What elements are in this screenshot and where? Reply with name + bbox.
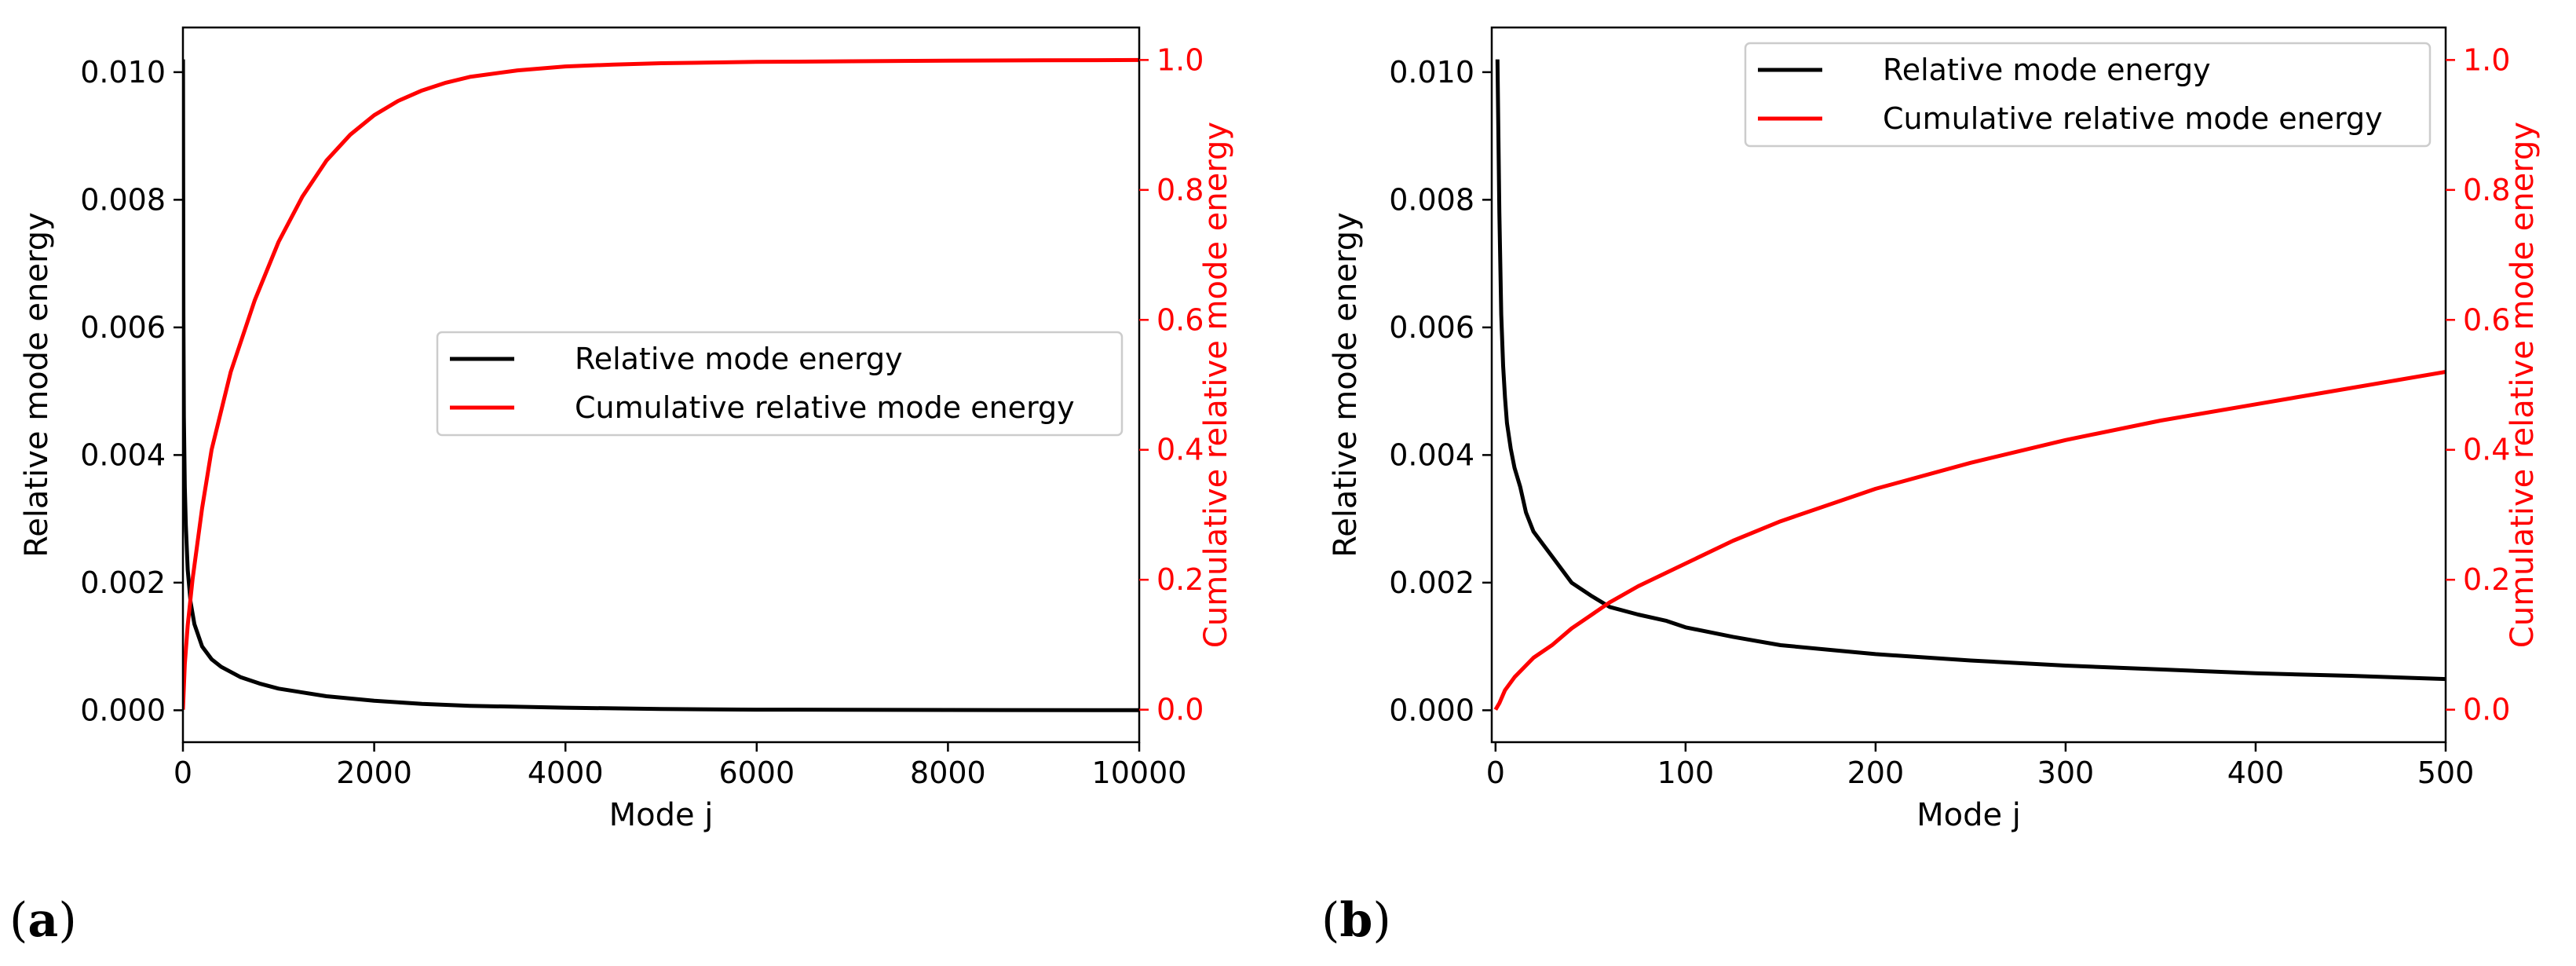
y-right-tick-label: 0.6	[2463, 302, 2510, 337]
x-axis-label: Mode j	[609, 797, 714, 833]
x-tick-label: 400	[2227, 756, 2285, 790]
y-right-tick-label: 0.0	[1156, 693, 1204, 727]
legend-label: Cumulative relative mode energy	[575, 390, 1075, 425]
y-right-tick-label: 0.8	[1156, 173, 1204, 207]
y-left-axis-label: Relative mode energy	[1328, 212, 1364, 558]
x-axis-label: Mode j	[1916, 797, 2021, 833]
panel-label-paren-open: (	[9, 893, 27, 948]
legend-box	[436, 331, 1124, 437]
x-tick-label: 8000	[910, 756, 986, 790]
x-tick-label: 4000	[528, 756, 604, 790]
legend: Relative mode energy Cumulative relative …	[436, 331, 1124, 437]
x-tick-label: 2000	[336, 756, 412, 790]
x-tick-label: 100	[1657, 756, 1715, 790]
y-left-tick-label: 0.004	[80, 437, 166, 472]
y-left-tick-label: 0.002	[1389, 565, 1474, 600]
y-right-tick-label: 0.8	[2463, 173, 2510, 207]
panel-label-paren-close: )	[58, 893, 76, 948]
panel-label: (a)	[9, 893, 77, 948]
y-left-axis-label: Relative mode energy	[19, 212, 55, 558]
y-left-tick-label: 0.004	[1389, 437, 1474, 472]
series-line-cumulative	[183, 57, 1139, 710]
y-right-axis-label: Cumulative relative mode energy	[2505, 122, 2541, 648]
y-left-tick-label: 0.010	[1389, 55, 1474, 90]
y-right-tick-label: 0.2	[1156, 562, 1204, 597]
series-line-cumulative	[1493, 370, 2446, 711]
x-tick-label: 300	[2037, 756, 2095, 790]
plot-frame	[181, 26, 1141, 744]
x-tick-label: 0	[1486, 756, 1505, 790]
legend: Relative mode energy Cumulative relative …	[1744, 42, 2432, 148]
panel-label-letter: a	[27, 893, 58, 948]
y-left-tick-label: 0.006	[1389, 310, 1474, 345]
legend-label: Relative mode energy	[1883, 53, 2211, 87]
x-tick-label: 500	[2417, 756, 2475, 790]
x-tick-label: 10000	[1092, 756, 1187, 790]
y-left-tick-label: 0.008	[1389, 182, 1474, 217]
panel-label: (b)	[1321, 893, 1391, 948]
y-right-tick-label: 1.0	[2463, 42, 2510, 77]
legend-label: Relative mode energy	[575, 342, 903, 376]
y-left-tick-label: 0.000	[1389, 693, 1474, 727]
x-tick-label: 200	[1847, 756, 1905, 790]
y-left-tick-label: 0.002	[80, 565, 166, 600]
x-tick-label: 6000	[718, 756, 795, 790]
panel-label-paren-close: )	[1372, 893, 1390, 948]
chart-panel-a: 0 2000 4000 6000 8000 10000 0.000 0.002 0.004 0.0…	[9, 26, 1234, 948]
y-right-tick-label: 0.2	[2463, 562, 2510, 597]
x-tick-label: 0	[174, 756, 192, 790]
y-right-tick-label: 0.4	[1156, 433, 1204, 467]
y-right-axis-label: Cumulative relative mode energy	[1198, 122, 1234, 648]
y-right-tick-label: 1.0	[1156, 42, 1204, 77]
y-right-tick-label: 0.0	[2463, 693, 2510, 727]
panel-label-letter: b	[1339, 893, 1372, 948]
series-line-relative	[1495, 59, 2446, 682]
y-right-tick-label: 0.6	[1156, 302, 1204, 337]
chart-panel-b: 0 100 200 300 400 5000.0000.0020.0040.0060.00…	[1321, 26, 2541, 948]
y-left-tick-label: 0.010	[80, 55, 166, 90]
y-left-tick-label: 0.008	[80, 182, 166, 217]
series-line-relative	[183, 59, 1139, 712]
y-left-tick-label: 0.000	[80, 693, 166, 727]
y-right-tick-label: 0.4	[2463, 433, 2510, 467]
panel-label-paren-open: (	[1321, 893, 1339, 948]
legend-box	[1744, 42, 2432, 148]
legend-label: Cumulative relative mode energy	[1883, 101, 2383, 136]
plot-frame	[1490, 26, 2447, 744]
y-left-tick-label: 0.006	[80, 310, 166, 345]
